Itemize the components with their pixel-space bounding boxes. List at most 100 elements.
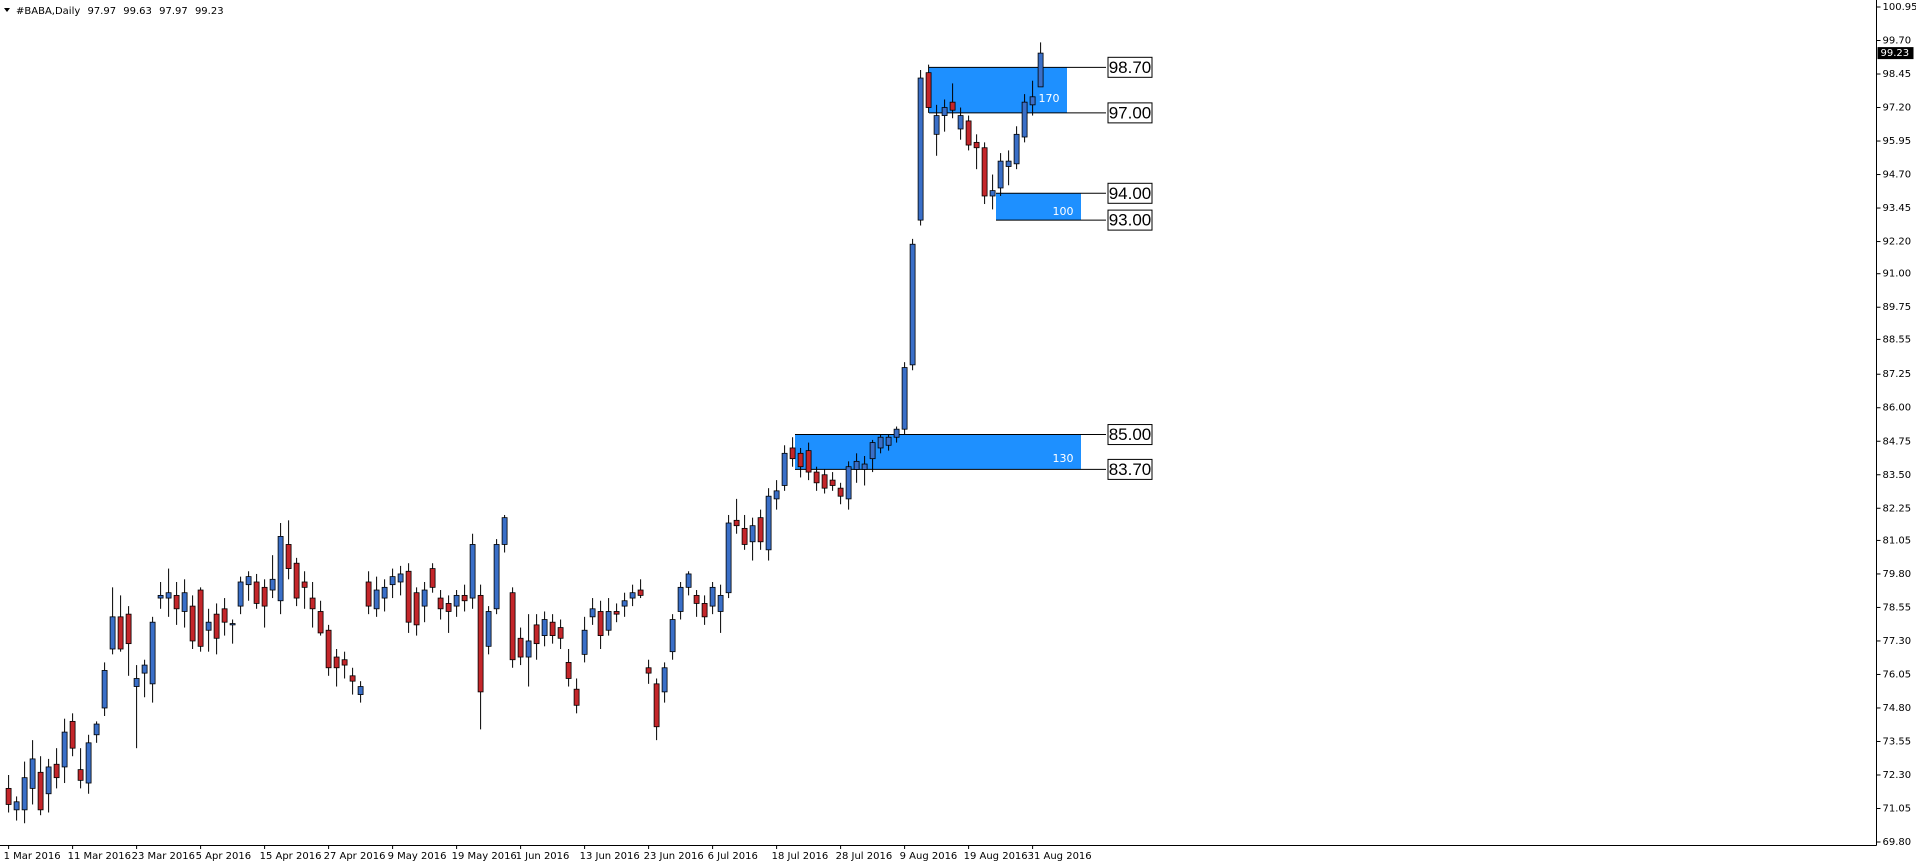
candle-body: [29, 758, 36, 789]
candle-body: [309, 597, 316, 610]
candle-body: [181, 592, 188, 612]
candle-body: [717, 594, 724, 612]
candle-body: [525, 640, 532, 658]
level-label: 83.70: [1109, 460, 1152, 479]
candle-body: [909, 243, 916, 366]
y-tick-label: 72.30: [1883, 770, 1912, 781]
candle-body: [677, 586, 684, 612]
high-value: 99.63: [123, 6, 152, 17]
candle-body: [877, 436, 884, 449]
candle-body: [85, 742, 92, 784]
candle-body: [325, 629, 332, 669]
level-label: 93.00: [1109, 211, 1152, 230]
x-tick-label: 9 May 2016: [388, 851, 447, 862]
candle-body: [333, 656, 340, 669]
candle-body: [493, 544, 500, 610]
candle-body: [45, 766, 52, 795]
candle-body: [725, 522, 732, 594]
y-tick-label: 87.25: [1883, 369, 1912, 380]
candle-body: [917, 77, 924, 221]
y-tick-label: 88.55: [1883, 334, 1912, 345]
candle-body: [277, 536, 284, 602]
candle-body: [109, 616, 116, 650]
level-box: [1107, 102, 1153, 124]
candle-body: [253, 581, 260, 604]
candle-body: [21, 777, 28, 811]
candle-body: [509, 592, 516, 661]
candle-body: [461, 594, 468, 602]
candle-body: [853, 460, 860, 470]
candle-body: [381, 586, 388, 599]
x-tick-label: 23 Mar 2016: [132, 851, 195, 862]
level-box: [1107, 424, 1153, 446]
candle-body: [53, 763, 60, 779]
candle-body: [469, 544, 476, 599]
level-label: 85.00: [1109, 425, 1152, 444]
y-tick-label: 95.95: [1883, 136, 1912, 147]
candle-body: [5, 787, 12, 805]
candle-body: [629, 592, 636, 599]
y-tick-label: 77.30: [1883, 636, 1912, 647]
x-tick-label: 11 Mar 2016: [68, 851, 131, 862]
candle-body: [69, 720, 76, 749]
candle-body: [341, 659, 348, 666]
candle-body: [373, 589, 380, 610]
candle-body: [533, 624, 540, 645]
candle-body: [445, 603, 452, 612]
price-marker: [1877, 47, 1914, 60]
level-label: 98.70: [1109, 58, 1152, 77]
candle-body: [485, 611, 492, 647]
candle-body: [845, 466, 852, 500]
x-tick-label: 31 Aug 2016: [1028, 851, 1092, 862]
candle-body: [581, 629, 588, 655]
candle-body: [389, 576, 396, 586]
x-tick-label: 13 Jun 2016: [580, 851, 640, 862]
candle-body: [621, 600, 628, 607]
zone: [795, 434, 1081, 470]
candle-body: [693, 594, 700, 604]
candle-body: [973, 141, 980, 149]
level-label: 97.00: [1109, 103, 1152, 122]
x-tick-label: 1 Jun 2016: [516, 851, 570, 862]
x-tick-label: 23 Jun 2016: [644, 851, 704, 862]
candle-body: [733, 519, 740, 527]
candle-body: [669, 619, 676, 653]
level-box: [1107, 182, 1153, 204]
price-marker-label: 99.23: [1881, 48, 1910, 59]
y-tick-label: 71.05: [1883, 803, 1912, 814]
zone: [996, 193, 1081, 221]
candle-body: [365, 581, 372, 607]
candle-body: [261, 586, 268, 607]
candle-body: [965, 120, 972, 146]
y-tick-label: 93.45: [1883, 203, 1912, 214]
x-tick-label: 6 Jul 2016: [708, 851, 758, 862]
candle-body: [405, 570, 412, 623]
candle-body: [957, 115, 964, 130]
candle-body: [661, 667, 668, 693]
candle-body: [933, 115, 940, 135]
y-tick-label: 73.55: [1883, 736, 1912, 747]
y-tick-label: 79.80: [1883, 569, 1912, 580]
candle-body: [989, 190, 996, 197]
candle-body: [805, 450, 812, 473]
candle-body: [37, 771, 44, 811]
candle-body: [61, 731, 68, 768]
level-box: [1107, 209, 1153, 231]
candle-body: [709, 586, 716, 607]
candle-body: [301, 581, 308, 588]
candle-body: [645, 667, 652, 674]
candle-body: [349, 675, 356, 682]
candle-body: [981, 147, 988, 197]
low-value: 97.97: [159, 6, 188, 17]
y-tick-label: 82.25: [1883, 503, 1912, 514]
menu-arrow[interactable]: [4, 8, 10, 12]
candle-body: [197, 589, 204, 647]
candle-body: [701, 603, 708, 618]
candle-body: [1005, 160, 1012, 167]
candle-body: [781, 452, 788, 486]
y-tick-label: 99.70: [1883, 36, 1912, 47]
candle-body: [13, 801, 20, 811]
y-tick-label: 84.75: [1883, 436, 1912, 447]
candle-body: [1037, 52, 1044, 88]
candle-body: [837, 487, 844, 497]
